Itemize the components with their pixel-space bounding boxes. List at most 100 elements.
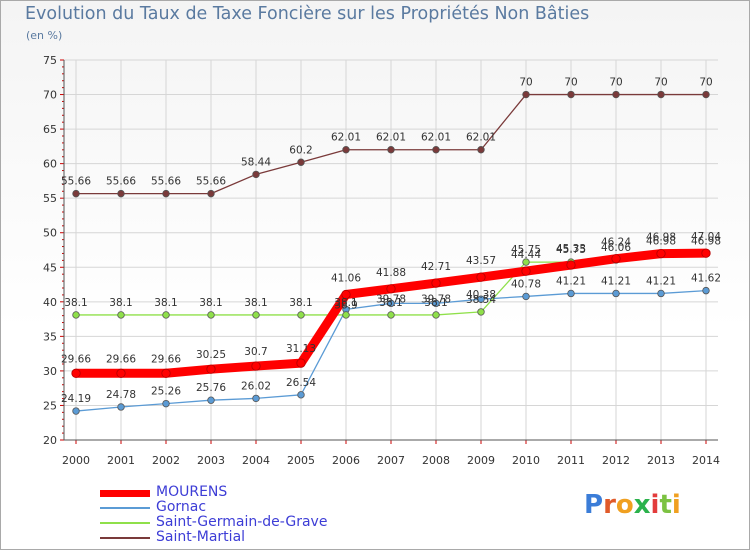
y-tick-label: 30 xyxy=(43,365,57,378)
x-tick-label: 2007 xyxy=(377,454,405,467)
data-point xyxy=(387,311,395,319)
data-point xyxy=(296,358,306,368)
data-point xyxy=(702,90,710,99)
legend-item-gornac[interactable]: Gornac xyxy=(100,499,400,516)
legend-item-saint-martial[interactable]: Saint-Martial xyxy=(100,529,400,546)
data-point xyxy=(432,299,440,308)
data-point xyxy=(522,258,530,266)
data-label: 41.88 xyxy=(376,267,406,279)
data-point xyxy=(342,311,350,319)
data-label: 39.78 xyxy=(421,293,451,305)
data-point xyxy=(117,189,125,198)
data-label: 38.1 xyxy=(379,297,402,309)
x-tick-label: 2010 xyxy=(512,454,540,467)
data-label: 70 xyxy=(564,77,577,89)
data-point xyxy=(612,90,620,99)
data-label: 46.98 xyxy=(691,236,721,248)
chart-title: Evolution du Taux de Taxe Foncière sur l… xyxy=(25,4,590,24)
data-label: 70 xyxy=(519,77,532,89)
data-label: 70 xyxy=(699,77,712,89)
data-point xyxy=(116,368,126,378)
data-point xyxy=(252,311,260,319)
x-tick-label: 2002 xyxy=(152,454,180,467)
data-label: 26.54 xyxy=(286,377,316,389)
data-label: 43.57 xyxy=(466,255,496,267)
grid xyxy=(64,59,718,441)
y-tick-label: 25 xyxy=(43,399,57,412)
data-label: 29.66 xyxy=(151,353,181,365)
data-label: 38.1 xyxy=(424,297,447,309)
data-label: 24.19 xyxy=(61,393,91,405)
data-label: 46.98 xyxy=(646,236,676,248)
x-tick-label: 2008 xyxy=(422,454,450,467)
data-point xyxy=(522,292,530,301)
data-point xyxy=(701,248,711,258)
data-point xyxy=(656,248,666,259)
data-point xyxy=(71,368,81,378)
legend-item-saint-germain[interactable]: Saint-Germain-de-Grave xyxy=(100,514,400,531)
data-label: 62.01 xyxy=(331,132,361,144)
x-tick-label: 2011 xyxy=(557,454,585,467)
data-point xyxy=(162,311,170,319)
y-tick-label: 75 xyxy=(43,54,57,67)
logo-letter: o xyxy=(615,490,634,520)
data-point xyxy=(297,311,305,319)
data-point xyxy=(72,189,80,198)
data-label: 41.62 xyxy=(691,273,721,285)
data-label: 55.66 xyxy=(61,176,91,188)
data-label: 44.44 xyxy=(511,249,541,261)
data-label: 58.44 xyxy=(241,156,271,168)
x-tick-label: 2001 xyxy=(107,454,135,467)
data-label: 60.2 xyxy=(289,144,312,156)
logo-letter: i xyxy=(671,490,681,520)
data-label: 62.01 xyxy=(466,132,496,144)
data-point xyxy=(566,260,576,270)
data-label: 70 xyxy=(609,77,622,89)
data-label: 47.04 xyxy=(691,231,721,243)
legend-label-mourens: MOURENS xyxy=(156,484,228,500)
proxiti-logo: Proxiti xyxy=(584,490,681,520)
data-label: 30.7 xyxy=(244,346,267,358)
data-label: 62.01 xyxy=(376,132,406,144)
series-points xyxy=(71,90,711,415)
data-point xyxy=(431,278,441,288)
axes: 20 25 30 35 40 45 50 55 60 65 70 75 2000 2001 2002 2003… xyxy=(43,54,720,467)
data-label: 38.1 xyxy=(289,297,312,309)
data-label: 41.21 xyxy=(556,275,586,287)
data-label: 55.66 xyxy=(196,176,226,188)
data-label: 55.66 xyxy=(106,176,136,188)
y-tick-label: 50 xyxy=(43,227,57,240)
data-point xyxy=(432,146,440,154)
data-label: 46.06 xyxy=(601,242,631,254)
legend-item-mourens[interactable]: MOURENS xyxy=(100,484,400,501)
data-label: 41.21 xyxy=(601,275,631,287)
logo-letter: x xyxy=(633,490,651,520)
data-point xyxy=(432,311,440,319)
data-point xyxy=(477,308,485,316)
data-labels: 29.66 29.66 29.66 30.25 30.7 31.13 41.06 41.88 4… xyxy=(61,77,721,406)
data-point xyxy=(386,284,396,294)
legend-label-saint-martial: Saint-Martial xyxy=(156,529,246,545)
y-tick-label: 40 xyxy=(43,296,57,309)
y-tick-label: 60 xyxy=(43,158,57,171)
data-point xyxy=(522,90,530,99)
data-point xyxy=(207,189,215,198)
data-label: 42.71 xyxy=(421,261,451,273)
y-tick-label: 65 xyxy=(43,123,57,136)
data-label: 41.21 xyxy=(646,275,676,287)
data-point xyxy=(207,311,215,319)
data-point xyxy=(387,299,395,308)
legend-label-saint-germain: Saint-Germain-de-Grave xyxy=(156,514,328,530)
data-point xyxy=(611,254,621,264)
data-label: 29.66 xyxy=(106,353,136,365)
data-label: 55.66 xyxy=(151,176,181,188)
data-label: 29.66 xyxy=(61,353,91,365)
data-point xyxy=(477,146,485,154)
chart-subtitle: (en %) xyxy=(26,29,63,42)
y-tick-label: 20 xyxy=(43,434,57,447)
data-point xyxy=(72,311,80,319)
legend-swatch-saint-germain xyxy=(100,522,150,524)
x-tick-label: 2003 xyxy=(197,454,225,467)
data-point xyxy=(297,158,305,166)
